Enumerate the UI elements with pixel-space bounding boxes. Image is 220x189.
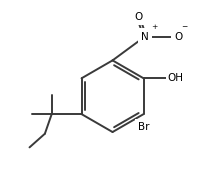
Text: OH: OH bbox=[167, 73, 183, 83]
Text: +: + bbox=[151, 24, 157, 30]
Text: O: O bbox=[134, 12, 142, 22]
Text: N: N bbox=[141, 32, 149, 42]
Text: O: O bbox=[174, 32, 182, 42]
Text: −: − bbox=[182, 24, 188, 30]
Text: Br: Br bbox=[138, 122, 149, 132]
